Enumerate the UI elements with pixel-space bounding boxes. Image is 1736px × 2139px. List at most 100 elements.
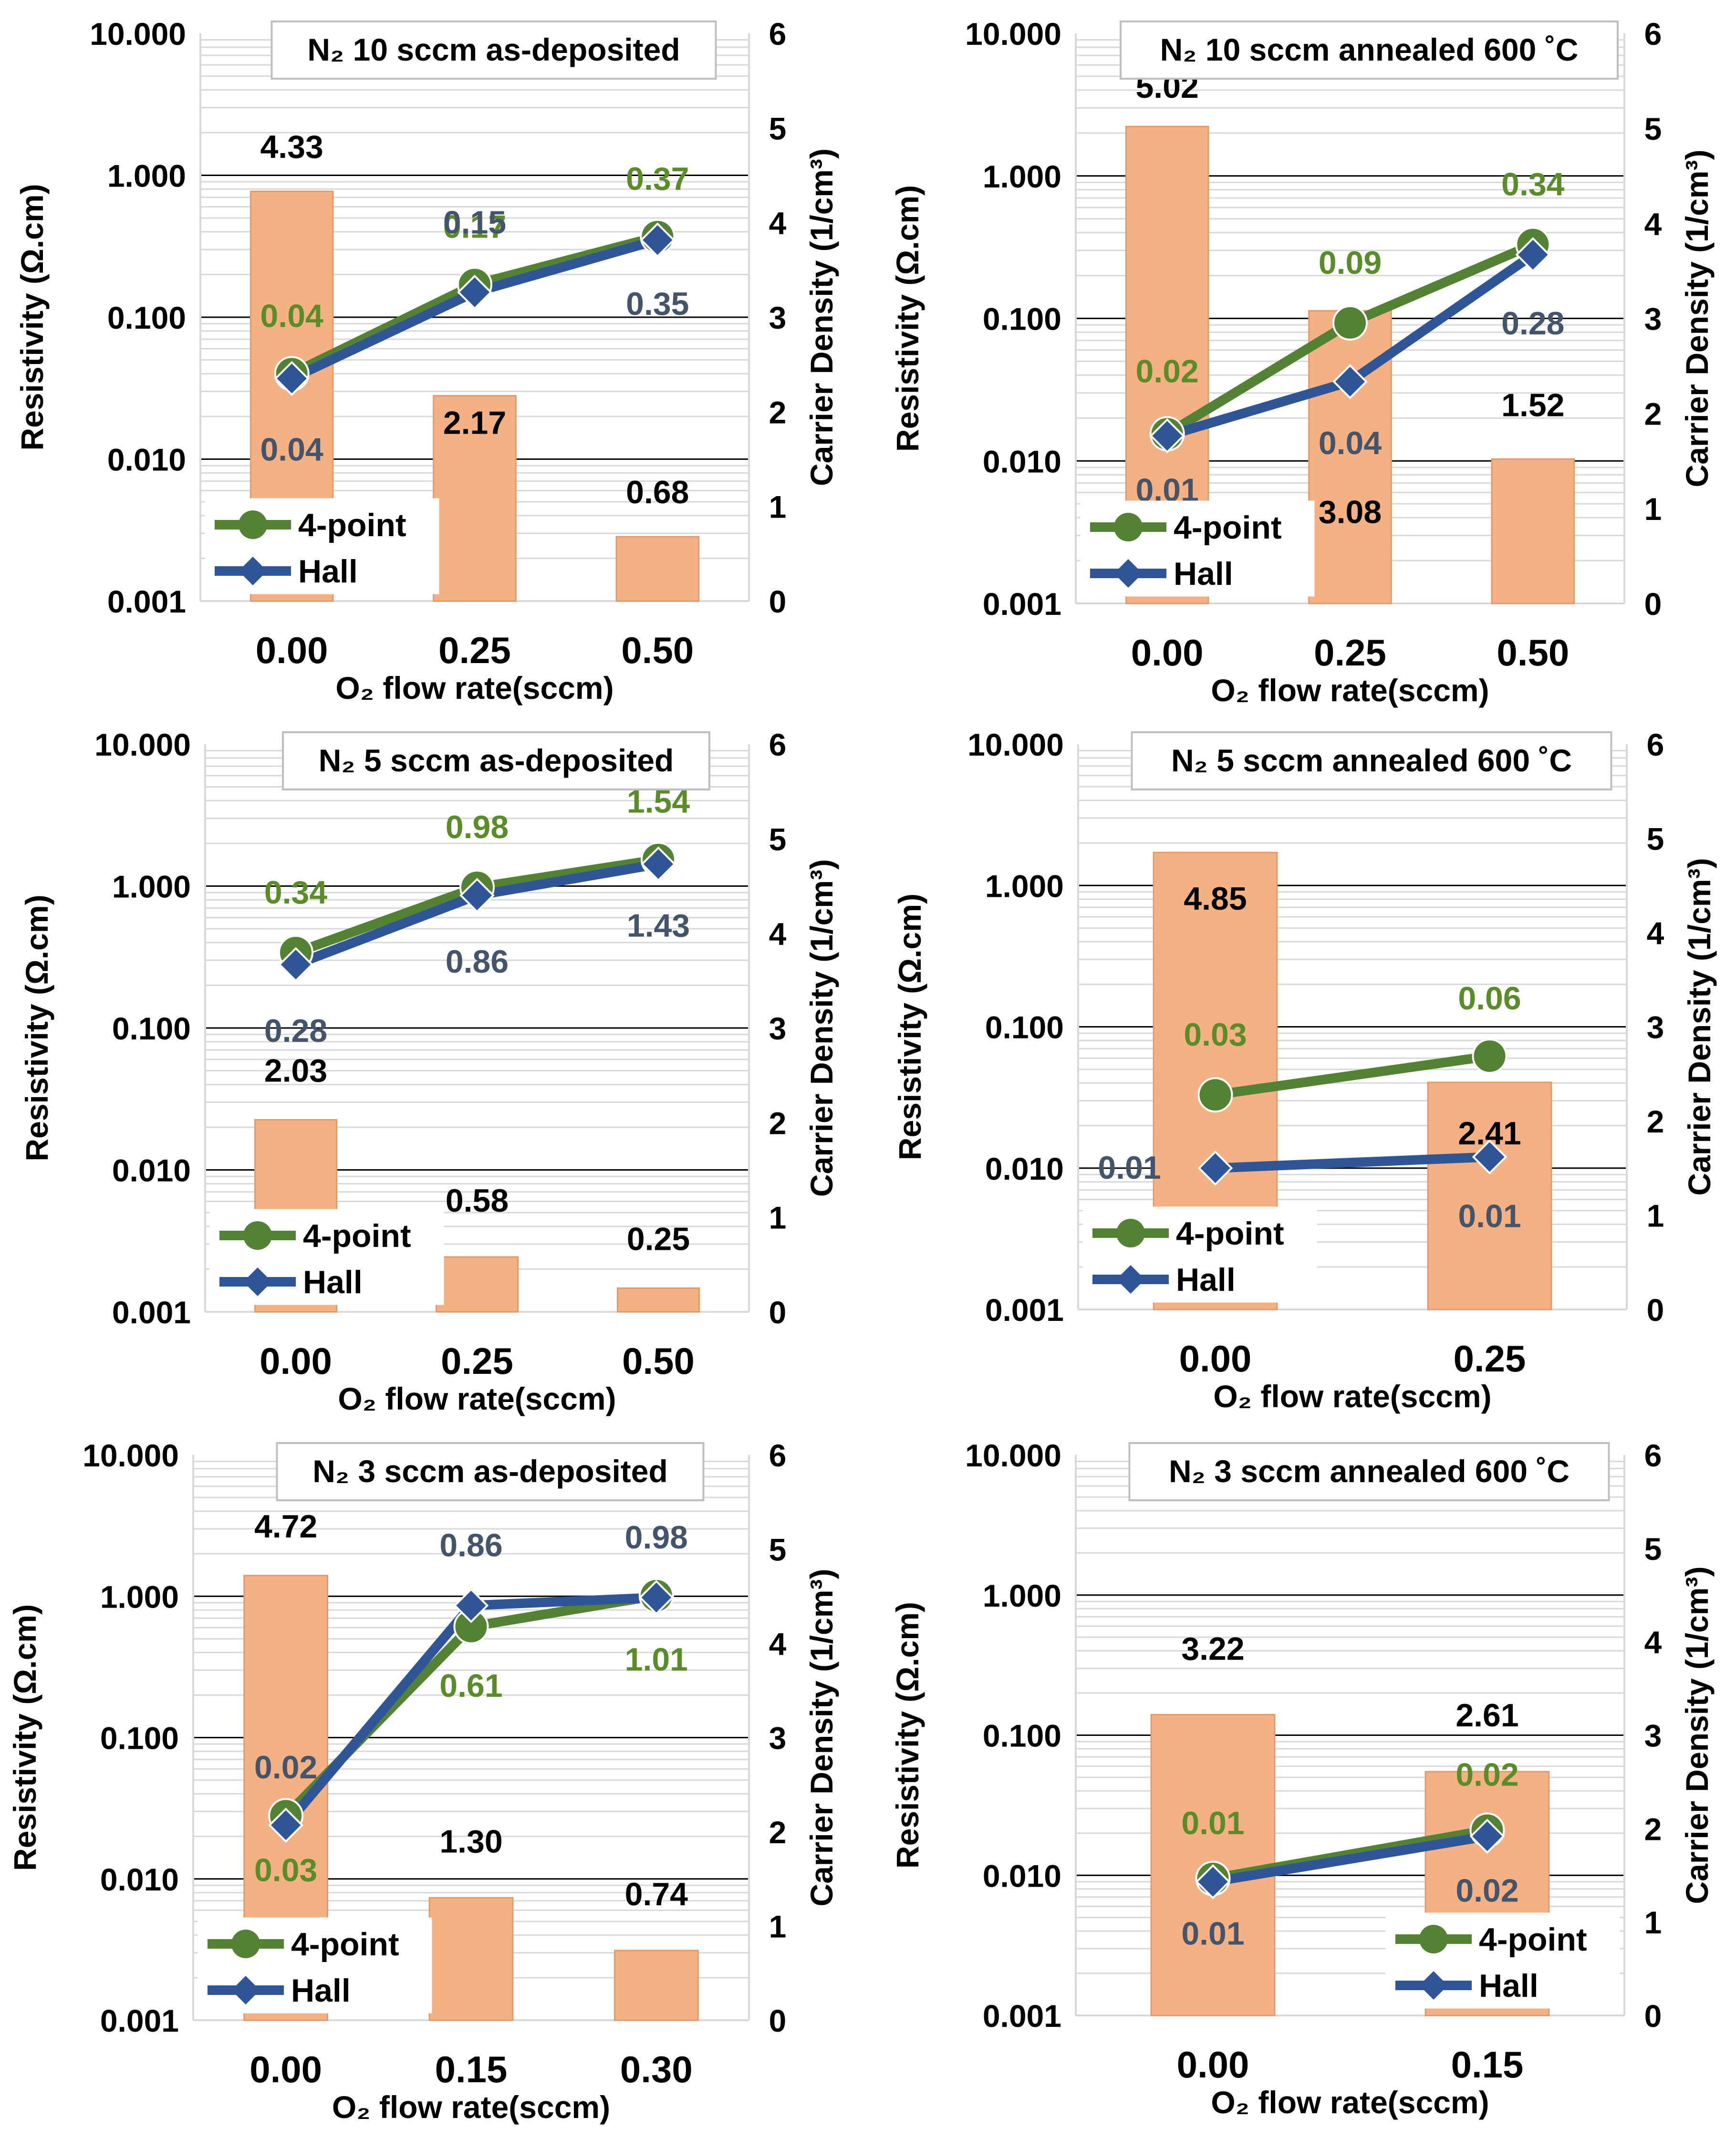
chart-panel-4: 4.852.410.030.060.010.010.0010.0100.1001… (892, 727, 1717, 1414)
right-tick-label: 5 (769, 821, 787, 857)
hall-marker (1469, 1818, 1505, 1854)
carrier-density-bar (1491, 458, 1575, 604)
carrier-density-bar (615, 536, 700, 602)
right-tick-label: 0 (1644, 586, 1662, 622)
four-point-data-label: 0.37 (626, 161, 689, 197)
four-point-marker (1472, 1038, 1507, 1074)
left-tick-label: 10.000 (965, 16, 1061, 52)
right-tick-label: 2 (769, 395, 787, 430)
left-tick-label: 0.100 (112, 1011, 191, 1046)
right-tick-label: 3 (769, 300, 787, 335)
four-point-data-label: 0.34 (1501, 166, 1565, 203)
chart-title-box (1128, 1442, 1610, 1501)
x-tick-label: 0.00 (1131, 632, 1204, 674)
chart-panel-5: 4.72 1.30 0.74 0.03 0.61 1.01 0.02 0.86 0.98 0.00… (7, 1438, 839, 2125)
legend: 4-point Hall (1080, 500, 1315, 597)
x-tick-label: 0.15 (1451, 2044, 1524, 2086)
left-tick-label: 0.001 (112, 1295, 191, 1330)
x-axis-title: O₂ flow rate(sccm) (1213, 1379, 1491, 1414)
hall-data-label: 0.04 (260, 431, 323, 467)
x-tick-label: 0.00 (1177, 2044, 1249, 2086)
legend-four-point-marker (243, 1221, 272, 1250)
bar-data-label: 3.08 (1319, 494, 1382, 530)
chart-panel-3: 2.030.580.250.340.981.540.280.861.430.00… (19, 727, 839, 1416)
hall-line (1215, 1152, 1490, 1173)
right-tick-label: 6 (769, 727, 787, 762)
left-tick-label: 0.010 (107, 442, 186, 478)
left-axis-title: Resistivity (Ω.cm) (890, 1602, 925, 1869)
left-tick-label: 10.000 (83, 1438, 179, 1473)
left-tick-label: 0.100 (107, 300, 186, 335)
left-tick-label: 1.000 (100, 1579, 179, 1614)
legend-four-point-marker (231, 1930, 260, 1958)
legend-four-point-marker (1114, 513, 1143, 541)
x-tick-label: 0.50 (621, 629, 694, 671)
hall-marker (639, 1580, 674, 1615)
bar-data-label: 2.41 (1458, 1115, 1521, 1152)
right-tick-label: 3 (1644, 1718, 1662, 1754)
right-axis-title: Carrier Density (1/cm³) (1679, 1567, 1715, 1904)
legend-four-point-marker (1116, 1219, 1145, 1247)
legend-label: Hall (303, 1264, 363, 1300)
x-tick-label: 0.50 (622, 1340, 695, 1382)
x-tick-label: 0.00 (1179, 1338, 1252, 1380)
chart-title: N₂ 5 sccm annealed 600 ˚C (1171, 743, 1572, 778)
legend-hall-marker (1419, 1971, 1448, 2000)
right-tick-label: 6 (1647, 727, 1664, 762)
four-point-data-label: 0.98 (446, 809, 509, 845)
left-tick-label: 10.000 (90, 16, 186, 52)
chart-panel-2: 5.023.081.520.020.090.340.010.040.280.00… (890, 16, 1715, 708)
four-point-line (1215, 1051, 1490, 1100)
right-tick-label: 6 (1644, 16, 1662, 52)
right-tick-label: 3 (1647, 1010, 1664, 1045)
left-tick-label: 0.010 (112, 1153, 191, 1188)
left-tick-label: 0.100 (983, 301, 1061, 337)
hall-data-label: 0.02 (254, 1749, 317, 1786)
x-tick-label: 0.25 (441, 1340, 513, 1382)
chart-title: N₂ 10 sccm as-deposited (307, 32, 680, 67)
hall-marker (1197, 1150, 1233, 1186)
hall-data-label: 0.15 (443, 205, 506, 241)
right-tick-label: 4 (1647, 915, 1664, 951)
x-tick-label: 0.25 (438, 629, 511, 671)
x-axis-title: O₂ flow rate(sccm) (335, 670, 613, 706)
right-tick-label: 4 (769, 916, 787, 952)
hall-data-label: 1.43 (627, 907, 690, 944)
right-tick-label: 2 (1644, 1811, 1662, 1847)
left-tick-label: 10.000 (94, 727, 191, 762)
carrier-density-bar (613, 1950, 699, 2021)
right-tick-label: 4 (769, 1626, 787, 1661)
bar-data-label: 2.61 (1455, 1697, 1518, 1734)
right-tick-label: 5 (1647, 821, 1664, 857)
carrier-density-bar (428, 1897, 514, 2021)
bar-data-label: 1.30 (439, 1823, 502, 1859)
legend-label: Hall (298, 553, 358, 590)
carrier-density-bar (617, 1287, 700, 1313)
right-axis-title: Carrier Density (1/cm³) (1682, 858, 1717, 1196)
left-tick-label: 1.000 (985, 868, 1064, 903)
four-point-data-label: 0.02 (1455, 1757, 1518, 1793)
right-tick-label: 6 (769, 16, 787, 52)
left-tick-label: 0.001 (983, 586, 1061, 622)
legend-label: Hall (1479, 1968, 1538, 2004)
hall-data-label: 0.28 (264, 1013, 327, 1049)
legend: 4-point Hall (1082, 1206, 1317, 1303)
legend-label: 4-point (1174, 509, 1282, 546)
four-point-data-label: 0.61 (439, 1668, 502, 1704)
x-tick-label: 0.30 (620, 2048, 693, 2090)
x-tick-label: 0.25 (1314, 632, 1386, 674)
chart-title: N₂ 3 sccm annealed 600 ˚C (1169, 1454, 1570, 1489)
hall-data-label: 0.02 (1455, 1872, 1518, 1909)
bar-data-label: 1.52 (1501, 387, 1564, 423)
legend-label: 4-point (298, 507, 406, 543)
hall-marker (268, 1807, 303, 1843)
carrier-density-bar (433, 395, 517, 602)
x-axis-title: O₂ flow rate(sccm) (338, 1381, 616, 1416)
legend-hall-marker (243, 1267, 272, 1296)
hall-data-label: 0.01 (1098, 1150, 1161, 1186)
chart-title-box (282, 731, 710, 790)
hall-marker (1472, 1139, 1507, 1175)
legend-hall-marker (231, 1976, 260, 2004)
right-tick-label: 1 (769, 1909, 787, 1944)
